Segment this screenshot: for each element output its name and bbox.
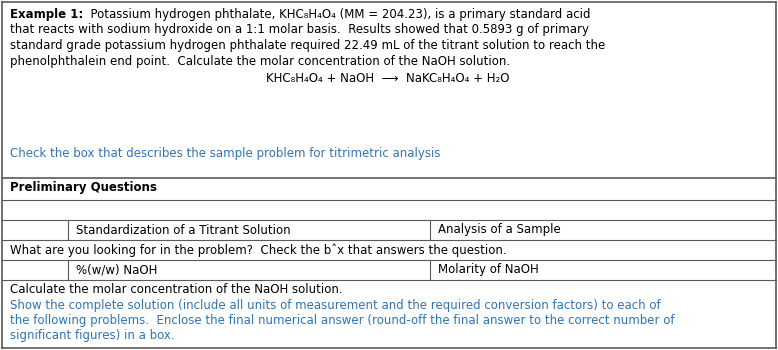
Text: phenolphthalein end point.  Calculate the molar concentration of the NaOH soluti: phenolphthalein end point. Calculate the… bbox=[10, 55, 510, 68]
Text: Example 1:: Example 1: bbox=[10, 8, 83, 21]
Text: that reacts with sodium hydroxide on a 1:1 molar basis.  Results showed that 0.5: that reacts with sodium hydroxide on a 1… bbox=[10, 23, 589, 36]
Text: standard grade potassium hydrogen phthalate required 22.49 mL of the titrant sol: standard grade potassium hydrogen phthal… bbox=[10, 39, 605, 52]
Text: Preliminary Questions: Preliminary Questions bbox=[10, 181, 157, 194]
Text: %(w/w) NaOH: %(w/w) NaOH bbox=[76, 264, 157, 276]
Text: Calculate the molar concentration of the NaOH solution.: Calculate the molar concentration of the… bbox=[10, 283, 342, 296]
Text: Molarity of NaOH: Molarity of NaOH bbox=[438, 264, 538, 276]
Text: Potassium hydrogen phthalate, KHC₈H₄O₄ (MM = 204.23), is a primary standard acid: Potassium hydrogen phthalate, KHC₈H₄O₄ (… bbox=[83, 8, 591, 21]
Text: KHC₈H₄O₄ + NaOH  ⟶  NaKC₈H₄O₄ + H₂O: KHC₈H₄O₄ + NaOH ⟶ NaKC₈H₄O₄ + H₂O bbox=[266, 72, 510, 85]
Text: What are you looking for in the problem?  Check the bˆx that answers the questio: What are you looking for in the problem?… bbox=[10, 243, 506, 257]
Text: significant figures) in a box.: significant figures) in a box. bbox=[10, 329, 174, 343]
Text: Check the box that describes the sample problem for titrimetric analysis: Check the box that describes the sample … bbox=[10, 147, 440, 160]
Text: Standardization of a Titrant Solution: Standardization of a Titrant Solution bbox=[76, 224, 291, 237]
Text: Analysis of a Sample: Analysis of a Sample bbox=[438, 224, 561, 237]
Text: the following problems.  Enclose the final numerical answer (round-off the final: the following problems. Enclose the fina… bbox=[10, 314, 675, 327]
Text: Show the complete solution (include all units of measurement and the required co: Show the complete solution (include all … bbox=[10, 299, 661, 312]
